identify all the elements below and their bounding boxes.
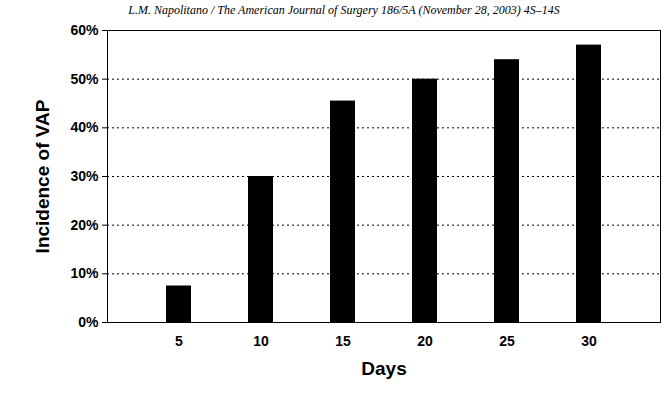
- svg-text:25: 25: [499, 333, 515, 349]
- svg-text:15: 15: [335, 333, 351, 349]
- svg-text:30%: 30%: [70, 168, 99, 184]
- svg-text:5: 5: [175, 333, 183, 349]
- html-text:L.M. Napolitano / The American: L.M. Napolitano / The American Journal o…: [128, 3, 560, 17]
- svg-text:60%: 60%: [70, 22, 99, 38]
- svg-text:20%: 20%: [70, 217, 99, 233]
- svg-text:50%: 50%: [70, 71, 99, 87]
- svg-text:40%: 40%: [70, 119, 99, 135]
- svg-text:0%: 0%: [78, 314, 99, 330]
- svg-text:10: 10: [253, 333, 269, 349]
- svg-text:Days: Days: [361, 358, 406, 379]
- svg-text:10%: 10%: [70, 265, 99, 281]
- svg-text:20: 20: [417, 333, 433, 349]
- svg-text:30: 30: [581, 333, 597, 349]
- svg-text:Incidence of VAP: Incidence of VAP: [32, 99, 53, 253]
